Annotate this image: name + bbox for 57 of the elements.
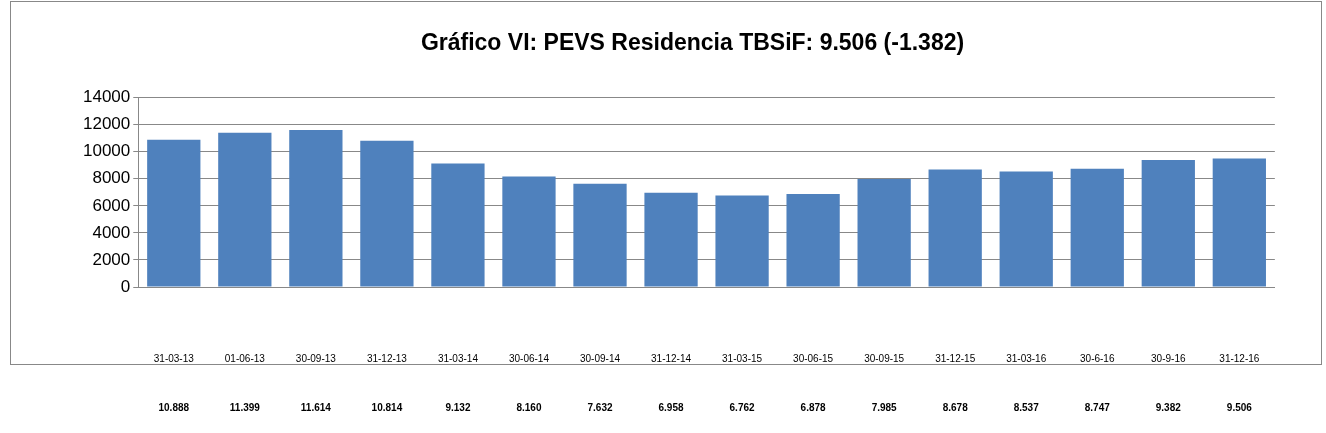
data-label: 11.399: [229, 401, 261, 413]
bar: [857, 178, 911, 287]
y-tick-label: 2000: [92, 249, 131, 269]
y-tick-label: 4000: [92, 222, 131, 242]
x-tick-label: 31-03-15: [722, 352, 763, 364]
x-tick-label: 30-09-13: [295, 352, 337, 364]
y-tick-label: 8000: [92, 168, 131, 188]
bar: [1141, 160, 1195, 287]
x-tick-label: 30-09-14: [579, 352, 621, 364]
data-label: 7.985: [871, 401, 898, 413]
y-tick-label: 12000: [82, 114, 131, 134]
bar: [573, 183, 627, 287]
x-tick-label: 31-12-13: [366, 352, 408, 364]
data-label: 8.678: [942, 401, 969, 413]
data-label: 8.160: [516, 401, 542, 413]
bar: [147, 139, 201, 287]
bar: [715, 195, 769, 287]
x-tick-label: 01-06-13: [224, 352, 266, 364]
bar: [999, 171, 1053, 287]
bar: [644, 192, 698, 287]
x-tick-label: 31-03-16: [1006, 352, 1047, 364]
data-label: 7.632: [587, 401, 613, 413]
bar: [289, 129, 343, 287]
bar: [1070, 168, 1124, 287]
y-tick-label: 10000: [82, 141, 131, 161]
data-label: 8.747: [1084, 401, 1111, 413]
data-label: 10.814: [371, 401, 403, 413]
x-tick-label: 30-06-14: [508, 352, 550, 364]
bar: [431, 163, 485, 287]
data-label: 9.132: [445, 401, 471, 413]
data-label: 9.382: [1155, 401, 1182, 413]
x-tick-label: 30-09-15: [864, 352, 905, 364]
x-tick-label: 30-9-16: [1151, 352, 1186, 364]
y-tick-label: 14000: [82, 87, 131, 107]
data-label: 10.888: [158, 401, 190, 413]
x-tick-label: 31-12-15: [935, 352, 976, 364]
x-tick-label: 31-03-14: [437, 352, 479, 364]
bar: [502, 176, 556, 287]
data-label: 6.878: [800, 401, 827, 413]
bar: [218, 132, 272, 287]
y-tick-label: 0: [120, 276, 131, 296]
bar: [1212, 158, 1266, 287]
data-label: 11.614: [300, 401, 332, 413]
x-tick-label: 31-03-13: [153, 352, 195, 364]
data-label: 9.506: [1226, 401, 1253, 413]
data-label: 6.762: [729, 401, 756, 413]
x-tick-label: 30-06-15: [793, 352, 834, 364]
data-label: 8.537: [1013, 401, 1040, 413]
bar: [786, 193, 840, 287]
x-tick-label: 31-12-16: [1219, 352, 1260, 364]
bar: [360, 140, 414, 287]
y-tick-label: 6000: [92, 195, 131, 215]
chart-title: Gráfico VI: PEVS Residencia TBSiF: 9.506 (-1.382): [420, 29, 965, 56]
data-label: 6.958: [658, 401, 684, 413]
x-tick-label: 31-12-14: [651, 352, 692, 364]
x-tick-label: 30-6-16: [1080, 352, 1115, 364]
bar: [928, 169, 982, 287]
